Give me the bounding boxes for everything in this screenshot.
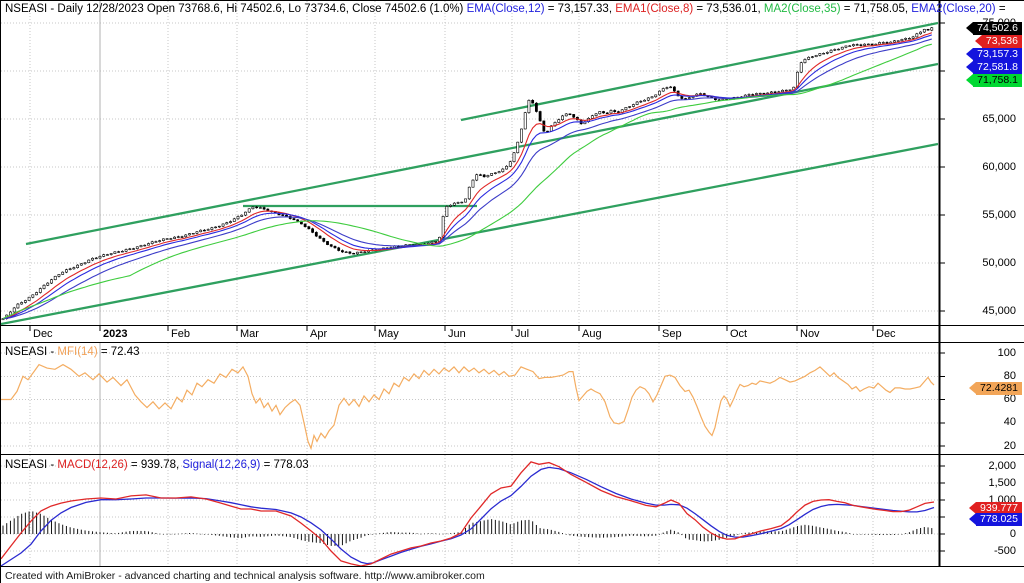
y-axis-label: 80 [1003,369,1016,382]
channel-lower [1,142,938,326]
title-segment: = 939.78, [127,459,183,471]
tag-arrow-icon [966,21,974,34]
title-segment: NSEASI - [5,459,58,471]
ma-line-12 [2,34,932,320]
y-axis-label: 50,000 [982,256,1016,269]
title-segment: = [995,3,1006,15]
value-tag: 939.777 [969,501,1022,515]
value-tag: 72.4281 [969,381,1022,395]
month-label: May [378,328,399,340]
main-panel-title: NSEASI - Daily 12/28/2023 Open 73768.6, … [5,3,1006,15]
macd-panel[interactable] [1,461,935,567]
title-segment: = 778.03 [260,459,309,471]
value-tag: 71,758.1 [966,73,1022,87]
month-label: Mar [240,328,259,340]
panel-borders [1,1,1024,567]
footer-credit: Created with AmiBroker - advanced charti… [5,570,485,582]
y-axis-label: 0 [1009,527,1016,540]
y-axis-label: 65,000 [982,112,1016,125]
month-label: Dec [33,328,53,340]
y-axis-label: 45,000 [982,304,1016,317]
month-label: Oct [730,328,748,340]
month-label: Nov [800,328,820,340]
macd-signal-line [1,466,935,567]
ma-line-20 [2,38,932,320]
title-segment: MA2(Close,35) [763,3,841,15]
tag-arrow-icon [974,34,982,47]
month-label: Sep [662,328,682,340]
tag-arrow-icon [966,47,974,60]
y-axis-label: 40 [1003,416,1016,429]
month-label: Dec [876,328,896,340]
y-axis-label: 2,000 [988,459,1016,472]
title-segment: EMA(Close,12) [466,3,545,15]
value-tag: 73,536 [974,34,1022,48]
month-label: Jun [448,328,466,340]
tag-arrow-icon [969,381,977,394]
y-axis-label: 60,000 [982,160,1016,173]
mfi-panel[interactable] [1,363,935,451]
channel-upper [25,62,938,246]
y-axis-label: 1,500 [988,476,1016,489]
y-axis-label: 100 [997,346,1016,359]
macd-line [1,461,935,567]
title-segment: = 73,157.33, [544,3,616,15]
title-segment: NSEASI - Daily 12/28/2023 Open 73768.6, … [5,3,467,15]
tag-arrow-icon [969,501,977,514]
title-segment: Signal(12,26,9) [182,459,261,471]
macd-panel-title: NSEASI - MACD(12,26) = 939.78, Signal(12… [5,459,309,471]
title-segment: = 72.43 [97,346,140,358]
y-axis-label: 20 [1003,439,1016,452]
y-axis-label: -500 [993,544,1016,557]
title-segment: EMA1(Close,8) [615,3,694,15]
month-label: Aug [582,328,602,340]
ma-line-35 [2,43,932,320]
title-segment: EMA2(Close,20) [911,3,996,15]
value-tag: 778.025 [969,512,1022,526]
month-label: Feb [171,328,190,340]
y-axis-label: 60 [1003,393,1016,405]
tag-arrow-icon [969,512,977,525]
month-label: Jul [515,328,530,340]
title-segment: = 73,536.01, [693,3,764,15]
price-panel[interactable] [1,21,938,326]
month-label: Apr [310,328,328,340]
ma-line-8 [2,32,932,320]
title-segment: NSEASI - [5,346,58,358]
title-segment: MFI(14) [57,346,98,358]
title-segment: = 71,758.05, [840,3,912,15]
value-tag: 73,157.3 [966,47,1022,61]
y-axis-label: 55,000 [982,208,1016,221]
tag-arrow-icon [966,73,974,86]
tag-arrow-icon [966,60,974,73]
mfi-line [1,363,935,451]
value-tag: 72,581.8 [966,60,1022,74]
mfi-panel-title: NSEASI - MFI(14) = 72.43 [5,346,140,358]
month-label: 2023 [103,328,128,340]
value-tag: 74,502.6 [966,21,1022,35]
title-segment: MACD(12,26) [57,459,128,471]
channel-upper-2 [460,21,938,122]
